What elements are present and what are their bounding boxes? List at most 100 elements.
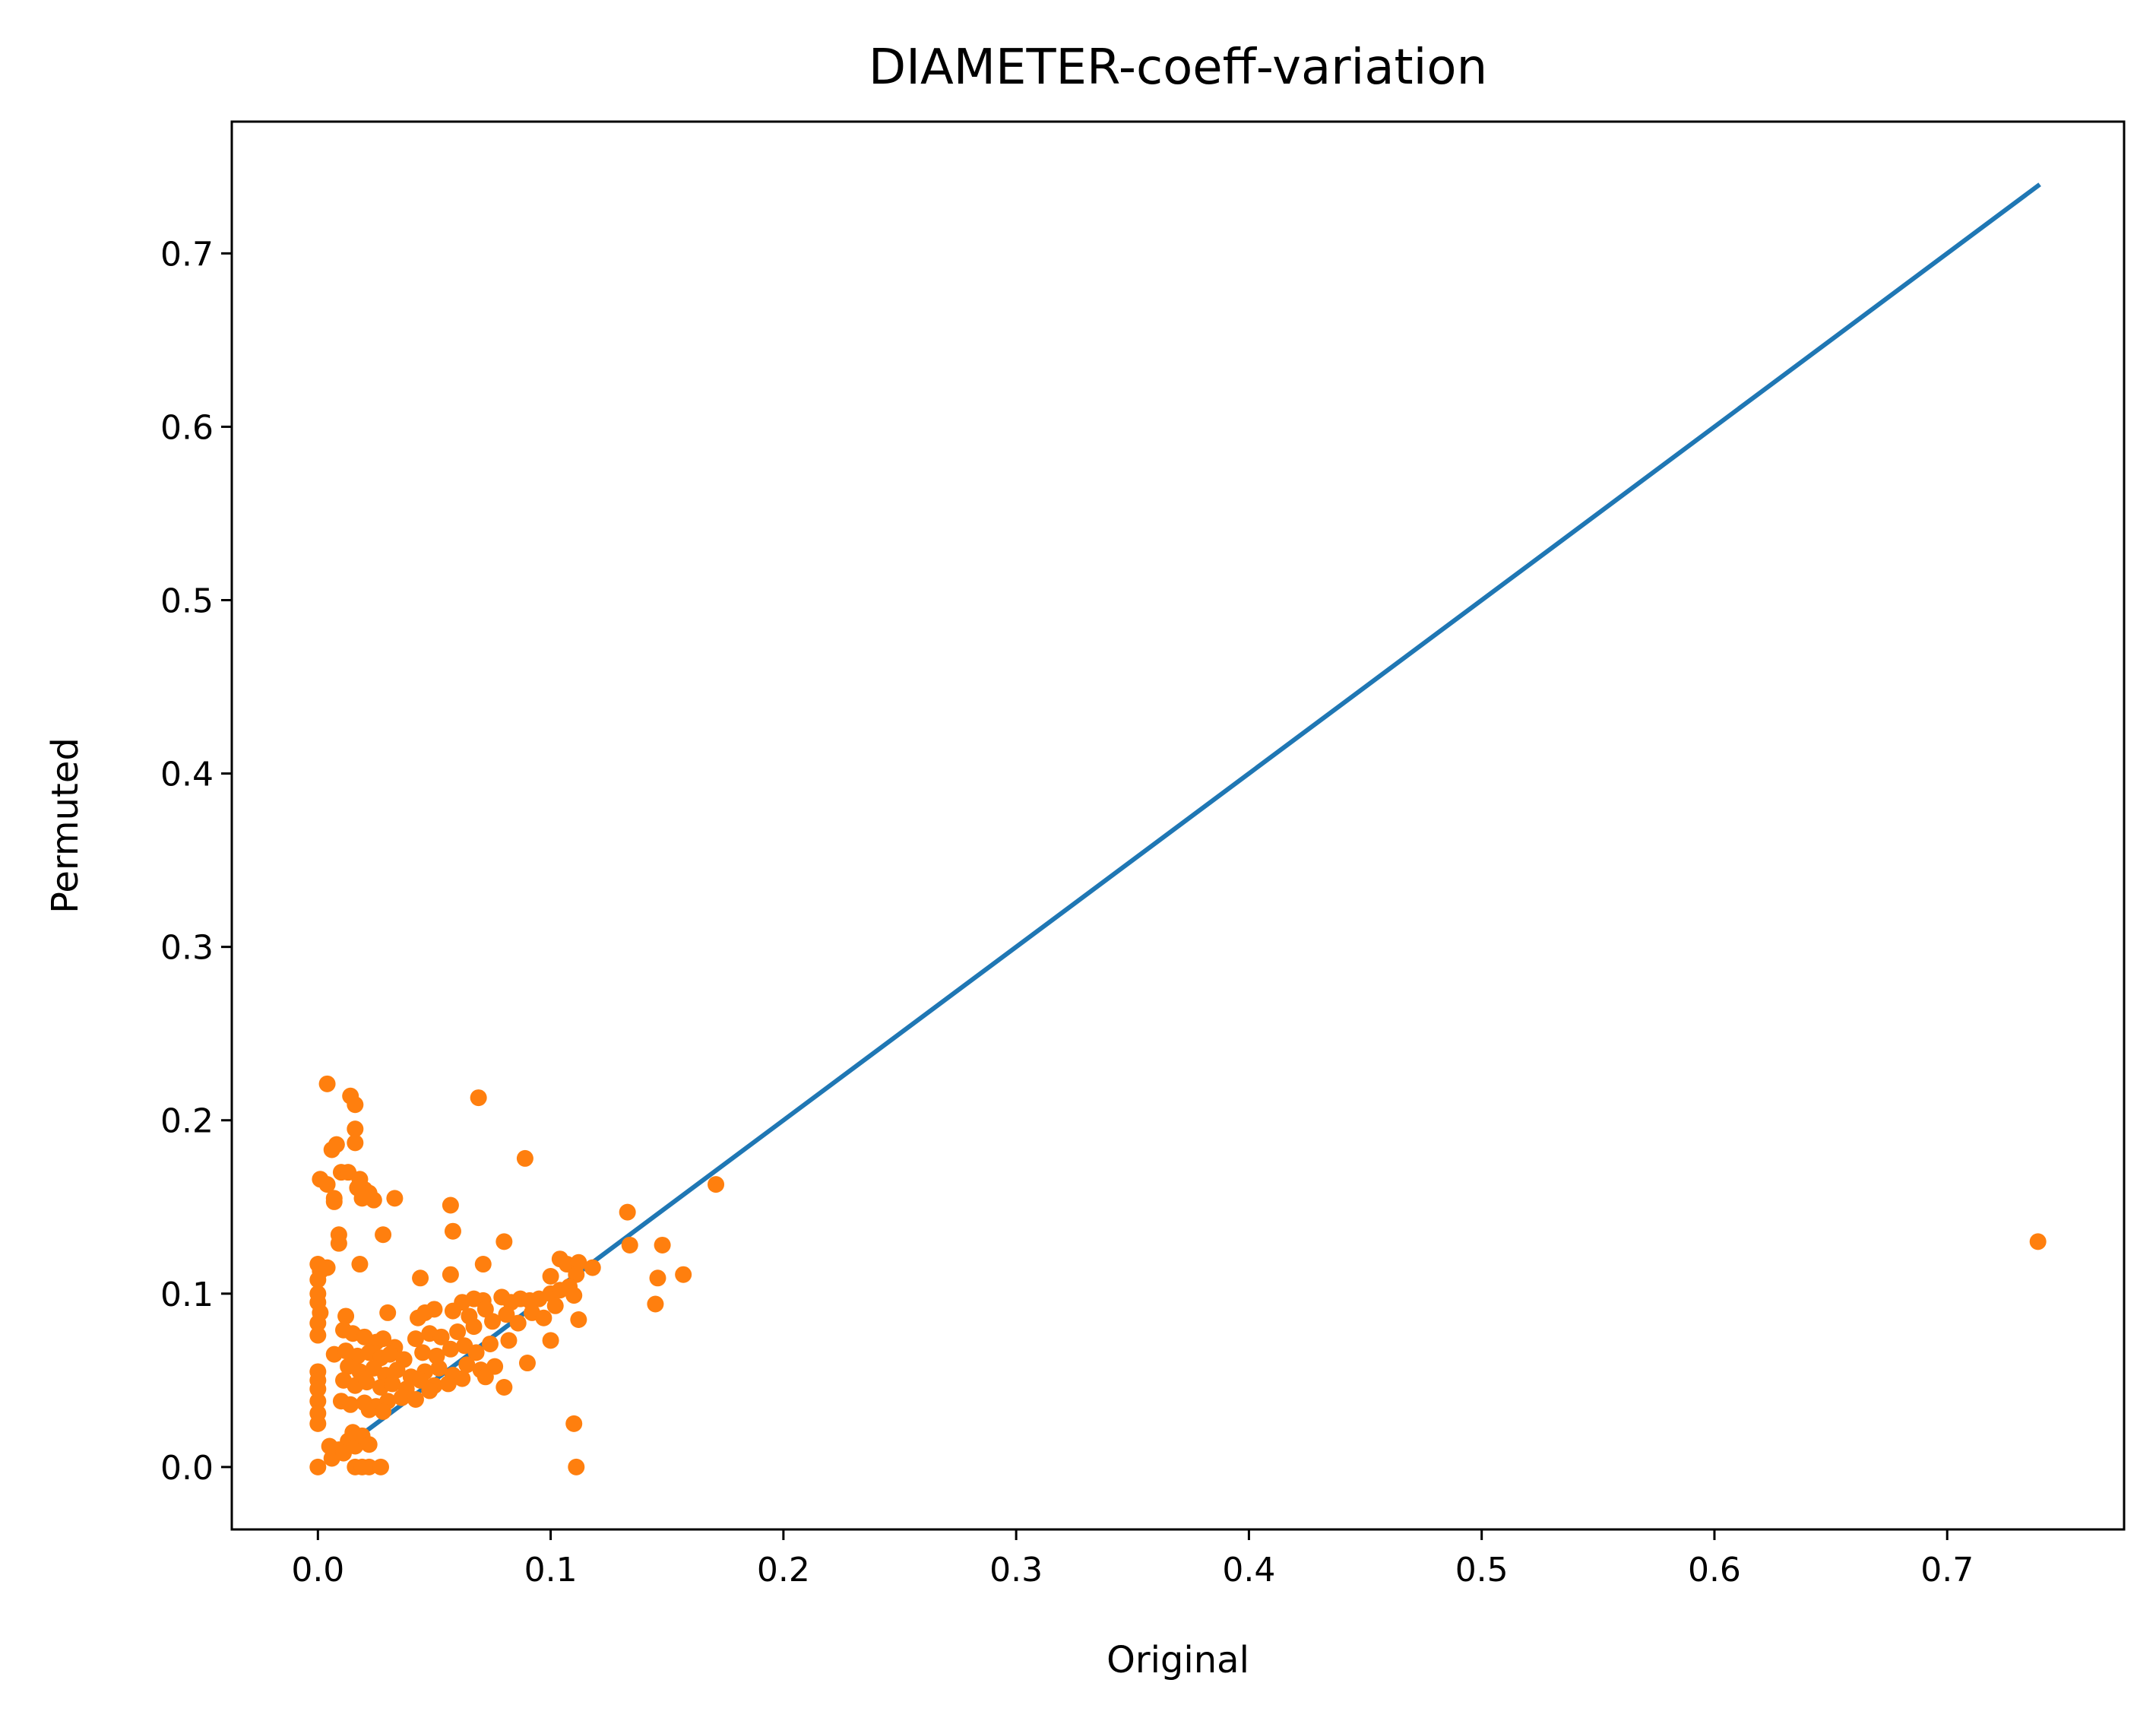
y-axis: 0.0 0.1 0.2 0.3 0.4 0.5 0.6 0.7 <box>160 235 232 1488</box>
scatter-point <box>426 1301 443 1318</box>
scatter-point <box>565 1415 583 1432</box>
scatter-point <box>467 1344 485 1361</box>
scatter-point <box>342 1396 359 1413</box>
scatter-point <box>344 1424 362 1441</box>
y-tick-label: 0.5 <box>160 582 214 620</box>
scatter-point <box>546 1297 564 1314</box>
scatter-point <box>393 1389 410 1406</box>
scatter-point <box>454 1370 471 1387</box>
x-tick-label: 0.3 <box>989 1551 1043 1589</box>
scatter-point <box>347 1120 364 1138</box>
scatter-point <box>407 1330 424 1348</box>
y-tick-label: 0.6 <box>160 408 214 447</box>
scatter-point <box>449 1323 467 1340</box>
scatter-point <box>381 1345 399 1363</box>
scatter-point <box>654 1236 671 1254</box>
scatter-point <box>474 1256 492 1273</box>
scatter-point <box>570 1311 587 1329</box>
scatter-point <box>481 1335 499 1352</box>
scatter-point <box>384 1375 401 1393</box>
scatter-point <box>388 1361 406 1379</box>
scatter-point <box>542 1268 559 1285</box>
x-tick-label: 0.5 <box>1455 1551 1509 1589</box>
x-tick-label: 0.2 <box>757 1551 810 1589</box>
scatter-point <box>372 1458 390 1475</box>
x-axis: 0.0 0.1 0.2 0.3 0.4 0.5 0.6 0.7 <box>291 1529 1974 1589</box>
series-line <box>356 182 2041 1440</box>
scatter-point <box>309 1458 327 1475</box>
scatter-point <box>375 1402 392 1420</box>
scatter-point <box>568 1458 585 1475</box>
scatter-point <box>379 1304 397 1321</box>
scatter-point <box>476 1301 494 1318</box>
scatter-point <box>309 1271 327 1288</box>
scatter-point <box>386 1190 404 1207</box>
scatter-point <box>360 1401 378 1418</box>
axes-frame <box>230 120 2126 1531</box>
scatter-point <box>309 1326 327 1344</box>
scatter-point <box>649 1269 666 1287</box>
scatter-point <box>442 1196 459 1214</box>
scatter-point <box>565 1287 583 1304</box>
scatter-point <box>444 1302 461 1320</box>
scatter-point <box>318 1259 336 1276</box>
data-marks <box>309 182 2047 1475</box>
x-tick-label: 0.1 <box>524 1551 578 1589</box>
scatter-point <box>509 1314 527 1332</box>
y-tick-label: 0.1 <box>160 1276 214 1314</box>
scatter-point <box>414 1344 432 1361</box>
scatter-point <box>347 1096 364 1114</box>
x-axis-title: Original <box>1106 1639 1249 1681</box>
scatter-point <box>309 1415 327 1432</box>
scatter-point <box>432 1328 450 1345</box>
scatter-point <box>516 1149 533 1167</box>
scatter-point <box>309 1380 327 1398</box>
scatter-point <box>410 1309 427 1326</box>
scatter-point <box>330 1234 347 1252</box>
scatter-point <box>568 1266 585 1283</box>
scatter-point <box>647 1295 664 1313</box>
scatter-point <box>347 1134 364 1152</box>
scatter-point <box>375 1226 392 1244</box>
scatter-point <box>421 1382 438 1399</box>
scatter-point <box>375 1330 392 1348</box>
scatter-point <box>535 1309 552 1326</box>
y-tick-label: 0.0 <box>160 1449 214 1488</box>
x-tick-label: 0.6 <box>1688 1551 1741 1589</box>
scatter-point <box>407 1390 424 1408</box>
scatter-point <box>328 1136 345 1153</box>
scatter-point <box>708 1176 725 1193</box>
plot-area <box>230 120 2126 1531</box>
scatter-point <box>351 1256 369 1273</box>
scatter-point <box>309 1314 327 1332</box>
scatter-point <box>442 1266 459 1283</box>
scatter-point <box>309 1393 327 1410</box>
scatter-point <box>442 1340 459 1358</box>
scatter-point <box>337 1307 355 1325</box>
y-tick-label: 0.7 <box>160 235 214 274</box>
scatter-point <box>444 1222 461 1240</box>
scatter-point <box>353 1190 371 1207</box>
y-axis-title: Permuted <box>44 737 87 914</box>
x-tick-label: 0.4 <box>1222 1551 1275 1589</box>
scatter-point <box>465 1318 483 1336</box>
y-tick-label: 0.4 <box>160 756 214 794</box>
scatter-point <box>360 1436 378 1453</box>
chart-title: DIAMETER-coeff-variation <box>869 40 1487 96</box>
scatter-point <box>439 1375 457 1393</box>
scatter-point <box>498 1306 515 1323</box>
scatter-point <box>621 1236 638 1254</box>
scatter-point <box>430 1359 448 1377</box>
scatter-point <box>584 1259 601 1276</box>
y-tick-label: 0.2 <box>160 1102 214 1141</box>
x-tick-label: 0.0 <box>291 1551 344 1589</box>
scatter-point <box>412 1269 429 1287</box>
scatter-point <box>2029 1233 2047 1250</box>
scatter-point <box>495 1378 513 1396</box>
scatter-point <box>335 1444 353 1462</box>
scatter-point <box>484 1313 502 1330</box>
scatter-point <box>458 1356 476 1374</box>
scatter-point <box>358 1374 375 1391</box>
scatter-point <box>325 1193 343 1210</box>
